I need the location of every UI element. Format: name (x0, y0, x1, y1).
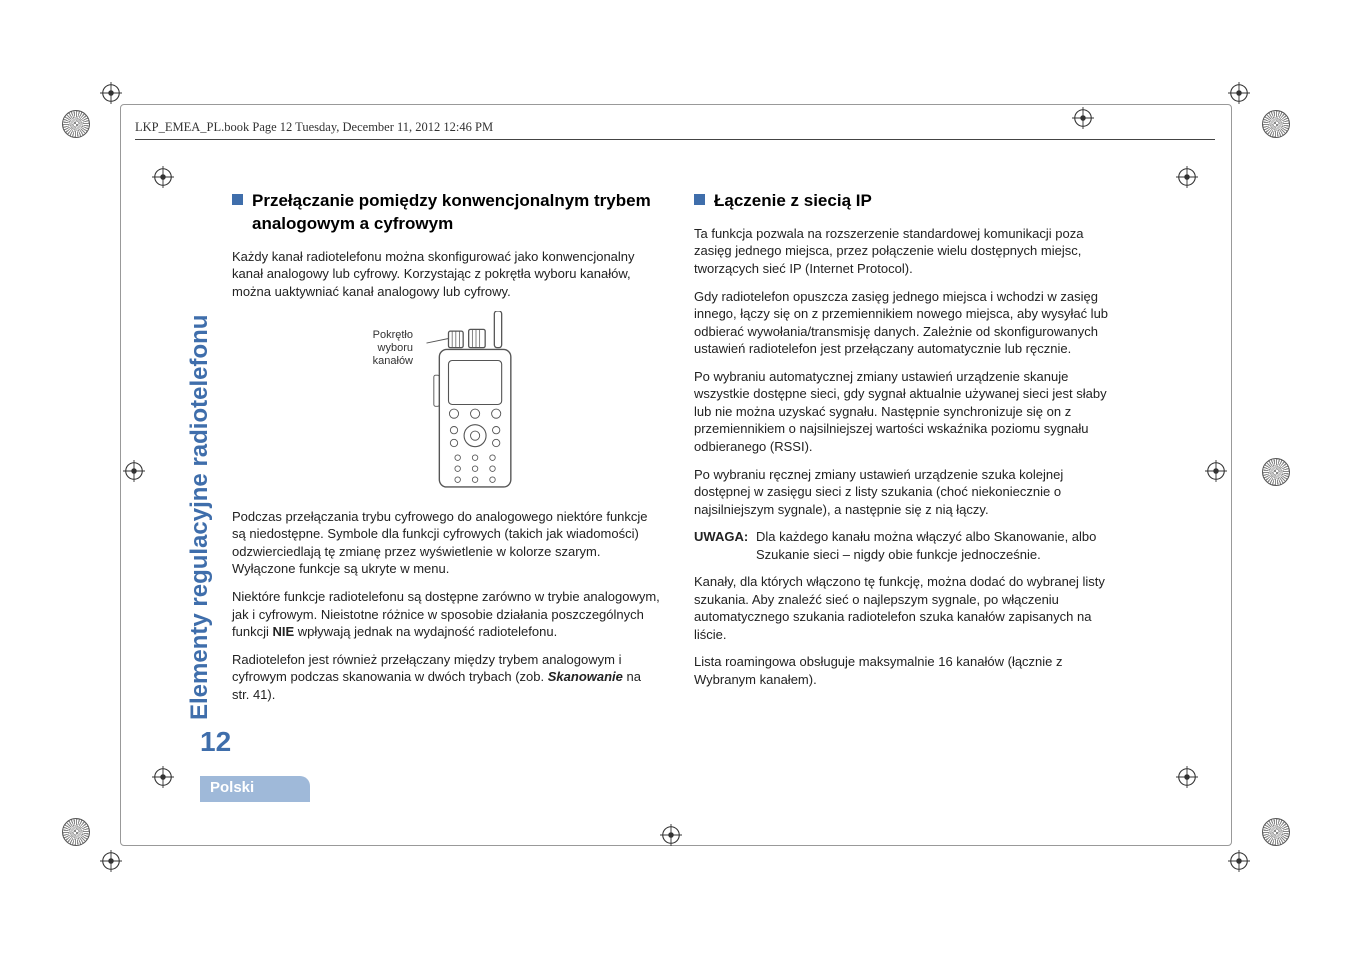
hatched-circle-icon (1262, 458, 1290, 486)
header-text: LKP_EMEA_PL.book Page 12 Tuesday, Decemb… (135, 120, 493, 134)
reg-mark (1228, 850, 1250, 872)
left-p3: Niektóre funkcje radiotelefonu są dostęp… (232, 588, 660, 641)
reg-mark (123, 460, 145, 482)
sidebar-title: Elementy regulacyjne radiotelefonu (186, 315, 214, 720)
page-header: LKP_EMEA_PL.book Page 12 Tuesday, Decemb… (135, 120, 1215, 140)
right-p6: Lista roamingowa obsługuje maksymalnie 1… (694, 653, 1122, 688)
right-p4: Po wybraniu ręcznej zmiany ustawień urzą… (694, 466, 1122, 519)
reg-mark (1176, 166, 1198, 188)
right-p1: Ta funkcja pozwala na rozszerzenie stand… (694, 225, 1122, 278)
radio-figure: Pokrętło wyboru kanałów (232, 311, 660, 494)
sidebar-title-text: Elementy regulacyjne radiotelefonu (186, 315, 213, 720)
right-p5: Kanały, dla których włączono tę funkcję,… (694, 573, 1122, 643)
reg-mark (1072, 107, 1094, 129)
reg-mark (1228, 82, 1250, 104)
radio-illustration (421, 311, 531, 494)
left-heading: Przełączanie pomiędzy konwencjonalnym tr… (232, 190, 660, 236)
note-text: Dla każdego kanału można włączyć albo Sk… (756, 528, 1122, 563)
left-p3-bold: NIE (272, 624, 294, 639)
hatched-circle-icon (1262, 110, 1290, 138)
reg-mark (100, 82, 122, 104)
reg-mark (100, 850, 122, 872)
right-heading: Łączenie z siecią IP (694, 190, 1122, 213)
content-area: Przełączanie pomiędzy konwencjonalnym tr… (232, 190, 1122, 713)
hatched-circle-icon (62, 110, 90, 138)
note-label: UWAGA: (694, 528, 756, 563)
right-column: Łączenie z siecią IP Ta funkcja pozwala … (694, 190, 1122, 713)
reg-mark (1176, 766, 1198, 788)
reg-mark (152, 766, 174, 788)
note-row: UWAGA: Dla każdego kanału można włączyć … (694, 528, 1122, 563)
left-p4: Radiotelefon jest również przełączany mi… (232, 651, 660, 704)
left-p1: Każdy kanał radiotelefonu można skonfigu… (232, 248, 660, 301)
language-tab: Polski (200, 776, 310, 802)
reg-mark (1205, 460, 1227, 482)
left-p2: Podczas przełączania trybu cyfrowego do … (232, 508, 660, 578)
right-p3: Po wybraniu automatycznej zmiany ustawie… (694, 368, 1122, 456)
left-p4-italic: Skanowanie (548, 669, 623, 684)
left-p3-b: wpływają jednak na wydajność radiotelefo… (294, 624, 557, 639)
page-number: 12 (200, 726, 231, 758)
hatched-circle-icon (62, 818, 90, 846)
right-p2: Gdy radiotelefon opuszcza zasięg jednego… (694, 288, 1122, 358)
left-column: Przełączanie pomiędzy konwencjonalnym tr… (232, 190, 660, 713)
reg-mark (152, 166, 174, 188)
reg-mark (660, 824, 682, 846)
hatched-circle-icon (1262, 818, 1290, 846)
figure-caption: Pokrętło wyboru kanałów (361, 329, 413, 369)
header-rule (135, 139, 1215, 140)
